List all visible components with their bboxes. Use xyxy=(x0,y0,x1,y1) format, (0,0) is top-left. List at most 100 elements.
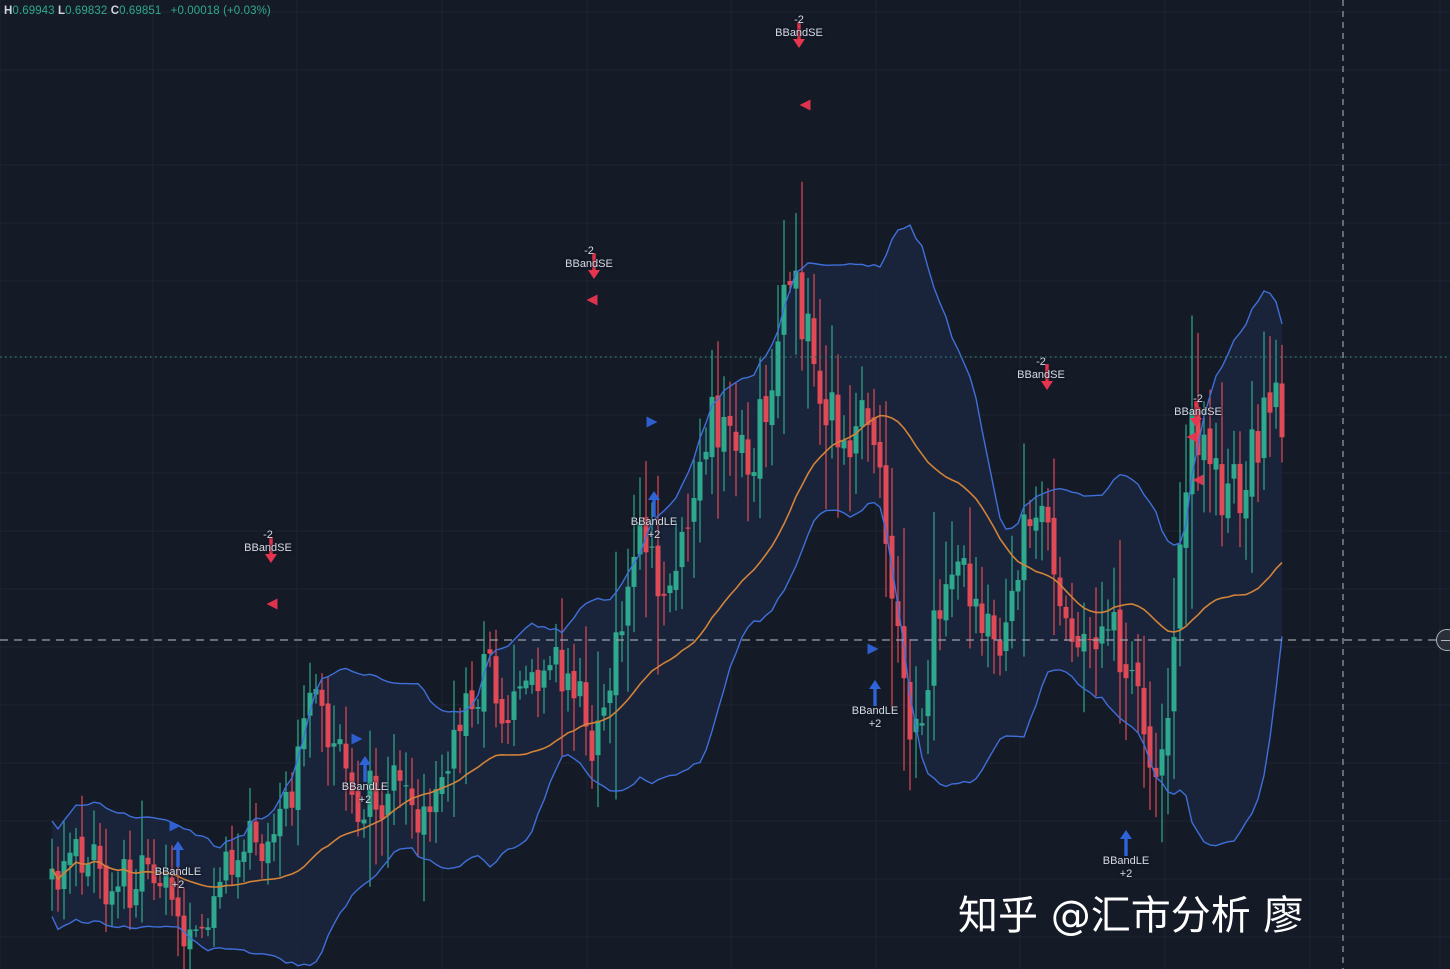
candle-body xyxy=(703,451,709,460)
candle-body xyxy=(1207,428,1213,465)
candle-body xyxy=(787,280,793,286)
candle-body xyxy=(961,558,967,565)
candle-body xyxy=(601,707,607,716)
candle-body xyxy=(853,426,859,454)
candle-body xyxy=(667,585,673,594)
candle-body xyxy=(1045,506,1051,523)
candle-body xyxy=(139,855,145,892)
ohlc-low-value: 0.69832 xyxy=(65,5,108,17)
moving-average-path xyxy=(51,414,1283,888)
candle-body xyxy=(697,461,703,501)
candle-body xyxy=(517,686,523,689)
candle-body xyxy=(631,556,637,587)
signal-arrow-sell[interactable] xyxy=(588,253,600,279)
candle-body xyxy=(1117,609,1123,673)
candle-body xyxy=(685,527,691,529)
candle-body xyxy=(103,865,109,905)
ohlc-close-label: C xyxy=(110,5,120,17)
candle-body xyxy=(85,864,91,877)
candle-body xyxy=(607,690,613,704)
signal-arrow-sell[interactable] xyxy=(265,537,277,563)
candle-body xyxy=(1009,590,1015,622)
candle-body xyxy=(841,440,847,449)
signal-arrow-buy[interactable] xyxy=(172,841,184,867)
signal-arrow-buy[interactable] xyxy=(648,491,660,517)
candle-body xyxy=(385,793,391,816)
ohlc-change-percent: (+0.03%) xyxy=(223,5,271,17)
candle-body xyxy=(973,598,979,607)
candle-body xyxy=(1189,410,1195,495)
bollinger-band-fill xyxy=(52,225,1282,966)
candle-body xyxy=(127,859,133,908)
candle-body xyxy=(211,896,217,928)
candle-body xyxy=(439,777,445,794)
candle-body xyxy=(1051,517,1057,575)
signal-arrow-sell[interactable] xyxy=(1041,364,1053,390)
candle-body xyxy=(847,440,853,458)
candle-body xyxy=(823,399,829,426)
candle-body xyxy=(523,680,529,689)
signal-arrow-sell[interactable] xyxy=(793,22,805,48)
candle-body xyxy=(427,806,433,813)
ohlc-low-label: L xyxy=(57,5,66,17)
candle-body xyxy=(1231,464,1237,479)
candle-body xyxy=(229,849,235,875)
bollinger-band-fill-area xyxy=(52,225,1282,966)
signal-arrow-buy[interactable] xyxy=(359,756,371,782)
candle-body xyxy=(487,649,493,654)
candle-body xyxy=(337,739,343,745)
candle-body xyxy=(757,399,763,479)
candle-body xyxy=(1027,519,1033,527)
signal-arrow-buy[interactable] xyxy=(869,680,881,706)
candle-body xyxy=(769,390,775,426)
signal-arrow-buy[interactable] xyxy=(1120,830,1132,856)
candle-body xyxy=(571,671,577,699)
candle-body xyxy=(109,891,115,905)
candle-body xyxy=(283,791,289,809)
candle-body xyxy=(67,852,73,865)
candle-body xyxy=(499,699,505,724)
candle-body xyxy=(931,610,937,686)
candle-body xyxy=(655,545,661,597)
candle-body xyxy=(505,719,511,724)
candle-body xyxy=(205,927,211,930)
candle-body xyxy=(271,834,277,843)
candle-body xyxy=(1057,577,1063,607)
candle-body xyxy=(1267,392,1273,413)
candle-body xyxy=(559,649,565,692)
candle-body xyxy=(79,836,85,873)
candle-body xyxy=(307,692,313,716)
candle-body xyxy=(751,472,757,476)
candle-body xyxy=(1219,464,1225,516)
candle-body xyxy=(193,929,199,932)
candle-body xyxy=(1063,606,1069,619)
candle-body xyxy=(865,408,871,425)
candle-body xyxy=(613,632,619,696)
price-scale-handle[interactable] xyxy=(1436,629,1450,651)
candle-body xyxy=(463,693,469,736)
candle-body xyxy=(151,864,157,884)
signal-arrow-sell[interactable] xyxy=(1190,401,1202,427)
candle-body xyxy=(661,593,667,596)
candle-body xyxy=(199,926,205,929)
candle-body xyxy=(763,396,769,423)
candle-body xyxy=(1249,429,1255,497)
candle-body xyxy=(595,720,601,756)
trade-triangle-markers xyxy=(169,99,1204,832)
candle-body xyxy=(325,703,331,748)
bollinger-upper-line xyxy=(51,224,1283,849)
candle-body xyxy=(241,851,247,862)
candle-body xyxy=(649,546,655,548)
ohlc-high-value: 0.69943 xyxy=(12,5,55,17)
candle-body xyxy=(775,341,781,397)
candle-body xyxy=(1033,517,1039,531)
signal-arrows[interactable] xyxy=(172,22,1202,867)
candle-body xyxy=(1039,505,1045,523)
candle-body xyxy=(619,631,625,636)
candle-body xyxy=(817,370,823,404)
candle-body xyxy=(907,682,913,740)
candle-body xyxy=(895,601,901,627)
